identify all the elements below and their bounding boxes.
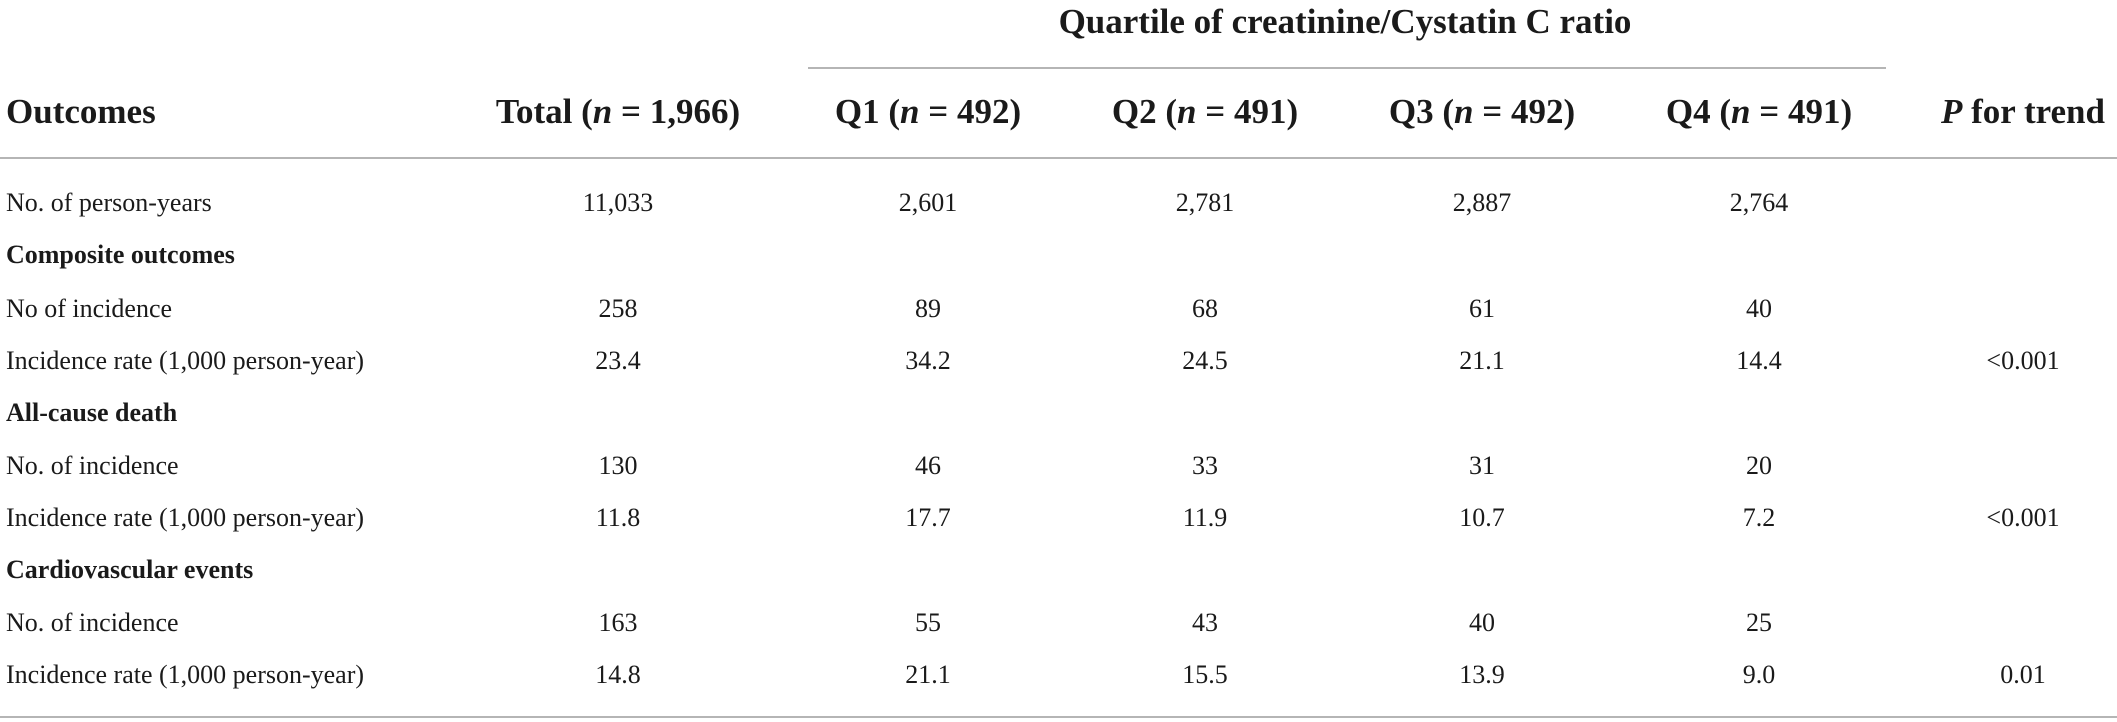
col-header-p-trend: P for trend xyxy=(1941,92,2105,131)
cell-cv-incidence-q2: 43 xyxy=(1192,608,1218,637)
cell-cv-incidence-q3: 40 xyxy=(1469,608,1495,637)
cell-death-incidence-q3: 31 xyxy=(1469,451,1495,480)
section-all-cause-death: All-cause death xyxy=(6,398,178,427)
row-label-death-incidence: No. of incidence xyxy=(6,451,179,480)
cell-cv-rate-p: 0.01 xyxy=(2000,660,2046,689)
col-header-q4: Q4 (n = 491) xyxy=(1665,92,1853,131)
cell-person-years-q4: 2,764 xyxy=(1729,188,1789,217)
col-header-q3: Q3 (n = 492) xyxy=(1388,92,1576,131)
cell-composite-rate-q3: 21.1 xyxy=(1459,346,1505,375)
cell-composite-rate-q4: 14.4 xyxy=(1736,346,1782,375)
cell-cv-rate-q1: 21.1 xyxy=(905,660,951,689)
cell-cv-rate-q2: 15.5 xyxy=(1182,660,1228,689)
cell-cv-incidence-q1: 55 xyxy=(915,608,941,637)
cell-cv-rate-total: 14.8 xyxy=(595,660,641,689)
row-label-death-rate: Incidence rate (1,000 person-year) xyxy=(6,503,365,532)
group-header: Quartile of creatinine/Cystatin C ratio xyxy=(1058,2,1632,41)
cell-composite-incidence-q3: 61 xyxy=(1469,294,1495,323)
cell-person-years-q3: 2,887 xyxy=(1452,188,1512,217)
cell-death-incidence-total: 130 xyxy=(598,451,638,480)
col-header-outcomes: Outcomes xyxy=(6,92,156,131)
cell-person-years-q1: 2,601 xyxy=(898,188,958,217)
cell-cv-rate-q3: 13.9 xyxy=(1459,660,1505,689)
cell-composite-rate-q2: 24.5 xyxy=(1182,346,1228,375)
col-header-q1: Q1 (n = 492) xyxy=(834,92,1022,131)
bottom-rule xyxy=(0,716,2117,718)
cell-composite-rate-q1: 34.2 xyxy=(905,346,951,375)
row-label-composite-incidence: No of incidence xyxy=(6,294,173,323)
cell-person-years-q2: 2,781 xyxy=(1175,188,1235,217)
cell-death-rate-q4: 7.2 xyxy=(1742,503,1776,532)
section-composite-outcomes: Composite outcomes xyxy=(6,240,235,269)
cell-death-incidence-q1: 46 xyxy=(915,451,941,480)
cell-death-rate-q1: 17.7 xyxy=(905,503,951,532)
section-cardiovascular-events: Cardiovascular events xyxy=(6,555,254,584)
cell-death-rate-total: 11.8 xyxy=(595,503,641,532)
cell-death-rate-q2: 11.9 xyxy=(1182,503,1228,532)
cell-death-rate-p: <0.001 xyxy=(1986,503,2060,532)
cell-composite-incidence-q4: 40 xyxy=(1746,294,1772,323)
cell-person-years-total: 11,033 xyxy=(582,188,654,217)
row-label-cv-rate: Incidence rate (1,000 person-year) xyxy=(6,660,365,689)
cell-composite-incidence-q2: 68 xyxy=(1192,294,1218,323)
row-label-composite-rate: Incidence rate (1,000 person-year) xyxy=(6,346,365,375)
cell-cv-incidence-q4: 25 xyxy=(1746,608,1772,637)
cell-death-incidence-q4: 20 xyxy=(1746,451,1772,480)
group-header-rule xyxy=(808,67,1886,69)
row-label-person-years: No. of person-years xyxy=(6,188,212,217)
cell-composite-incidence-total: 258 xyxy=(598,294,638,323)
cell-death-rate-q3: 10.7 xyxy=(1459,503,1505,532)
cell-composite-rate-p: <0.001 xyxy=(1986,346,2060,375)
cell-cv-incidence-total: 163 xyxy=(598,608,638,637)
col-header-q2: Q2 (n = 491) xyxy=(1111,92,1299,131)
cell-composite-rate-total: 23.4 xyxy=(595,346,641,375)
cell-cv-rate-q4: 9.0 xyxy=(1742,660,1776,689)
row-label-cv-incidence: No. of incidence xyxy=(6,608,179,637)
col-header-total: Total (n = 1,966) xyxy=(495,92,741,131)
header-rule xyxy=(0,157,2117,159)
cell-composite-incidence-q1: 89 xyxy=(915,294,941,323)
cell-death-incidence-q2: 33 xyxy=(1192,451,1218,480)
